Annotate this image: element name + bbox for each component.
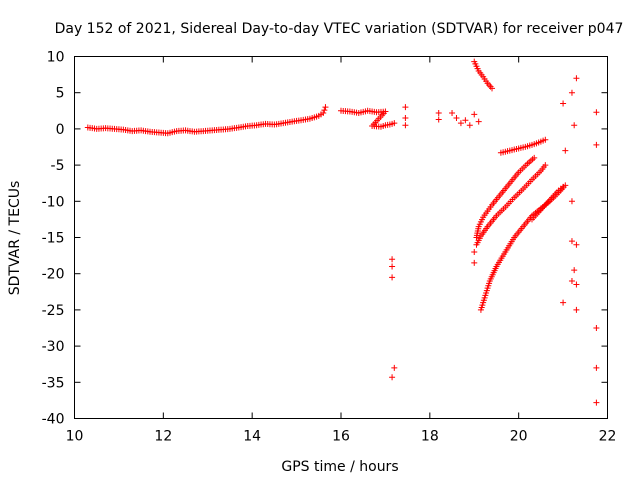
data-point-cluster-18.6 (462, 117, 469, 124)
data-point-cluster-18.6 (466, 122, 473, 129)
data-point-scatter-21 (573, 281, 580, 288)
data-point-scatter-21 (568, 277, 575, 284)
data-point-scatter-21 (573, 241, 580, 248)
data-point-cluster-16-17 (391, 120, 398, 127)
data-point-cluster-17.4 (402, 122, 409, 129)
data-point-scatter-21 (560, 299, 567, 306)
y-axis-ticks: 10 5 0 -5 -10 -15 -20 -25 -30 -35 -40 (42, 50, 608, 428)
y-tick-label: -20 (42, 267, 65, 283)
x-axis-ticks: 10 12 14 16 18 20 22 (66, 56, 617, 445)
data-point-arc-d (542, 136, 549, 143)
x-tick-label: 12 (154, 429, 172, 445)
data-point-drop-17.2 (389, 256, 396, 263)
data-point-main-band (320, 109, 327, 116)
data-point-scatter-21 (593, 325, 600, 331)
y-tick-label: 0 (56, 122, 65, 138)
data-point-drop-17.2 (389, 263, 396, 270)
data-point-cluster-18.6 (471, 111, 478, 118)
chart-title: Day 152 of 2021, Sidereal Day-to-day VTE… (55, 21, 624, 37)
x-tick-label: 14 (243, 429, 261, 445)
data-point-scatter-19 (471, 248, 478, 255)
data-point-main-band (321, 107, 328, 114)
y-tick-label: -30 (42, 339, 65, 355)
data-point-scatter-21 (573, 75, 580, 82)
data-point-cluster-18.6 (453, 115, 460, 122)
data-point-scatter-21 (571, 122, 578, 129)
y-tick-label: -5 (51, 158, 65, 174)
x-axis-label: GPS time / hours (281, 459, 398, 475)
x-tick-label: 18 (421, 429, 439, 445)
y-tick-label: 5 (56, 86, 65, 102)
data-point-cluster-18.6 (475, 118, 482, 125)
data-point-scatter-19 (471, 259, 478, 266)
y-tick-label: -15 (42, 231, 65, 247)
data-point-cluster-17.4 (402, 104, 409, 111)
y-tick-label: -25 (42, 303, 65, 319)
data-point-scatter-21 (593, 399, 600, 406)
data-point-drop-17.2 (389, 274, 396, 281)
data-point-scatter-21 (593, 109, 600, 116)
data-point-arc-e (560, 183, 567, 190)
data-point-arc-a (531, 154, 538, 161)
data-point-scatter-21 (568, 89, 575, 96)
data-point-cluster-18.2 (435, 109, 442, 116)
data-point-arc-top (489, 85, 496, 92)
y-axis-label: SDTVAR / TECUs (7, 181, 23, 296)
data-point-scatter-21 (571, 267, 578, 274)
data-point-scatter-21 (593, 141, 600, 148)
y-tick-label: -40 (42, 412, 65, 428)
data-point-cluster-18.6 (457, 120, 464, 127)
data-point-cluster-17.4 (402, 115, 409, 122)
data-point-drop-17.2 (389, 374, 396, 381)
x-tick-label: 10 (66, 429, 84, 445)
x-tick-label: 22 (599, 429, 617, 445)
y-tick-label: 10 (47, 50, 65, 66)
y-tick-label: -35 (42, 375, 65, 391)
data-point-main-band (322, 104, 329, 111)
data-point-cluster-18.2 (435, 116, 442, 123)
data-point-scatter-21 (562, 147, 569, 154)
data-point-scatter-21 (568, 198, 575, 205)
x-tick-label: 20 (510, 429, 528, 445)
x-tick-label: 16 (332, 429, 350, 445)
data-point-scatter-21 (560, 100, 567, 107)
data-point-cluster-18.6 (449, 109, 456, 116)
data-point-scatter-21 (573, 306, 580, 313)
data-point-scatter-21 (568, 238, 575, 245)
data-points (84, 58, 600, 406)
data-point-scatter-21 (593, 364, 600, 371)
y-tick-label: -10 (42, 194, 65, 210)
data-point-arc-b (542, 162, 549, 169)
data-point-drop-17.2 (391, 364, 398, 371)
